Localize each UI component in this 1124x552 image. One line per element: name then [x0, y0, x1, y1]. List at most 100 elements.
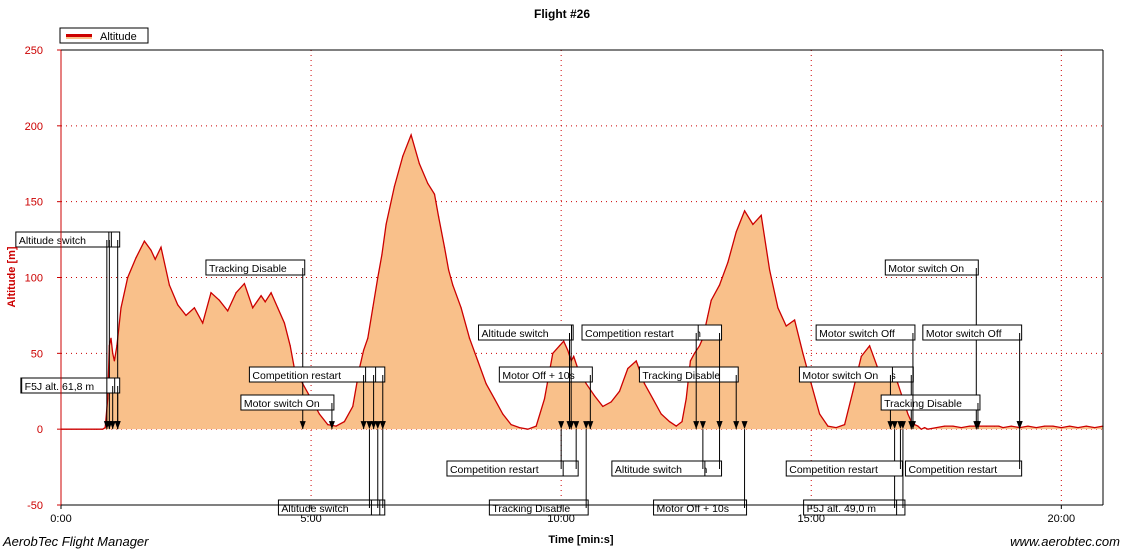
- annotation-arrow: [374, 421, 381, 430]
- altitude-point: [1027, 425, 1029, 427]
- altitude-point: [252, 307, 254, 309]
- altitude-point: [768, 269, 771, 271]
- annotation-box: [488, 499, 589, 516]
- altitude-point: [485, 383, 487, 385]
- annotation-box: [205, 259, 306, 276]
- annotation-callout: Motor Off + 10s: [653, 421, 748, 516]
- altitude-point: [418, 163, 421, 165]
- altitude-point: [468, 337, 471, 339]
- annotation-arrow: [114, 421, 121, 430]
- altitude-point: [381, 254, 383, 256]
- annotation-box: [248, 366, 367, 383]
- annotation-arrow: [360, 421, 367, 430]
- annotation-box: [240, 394, 335, 411]
- altitude-point: [777, 307, 779, 309]
- annotation-callout: Motor switch On: [17, 231, 113, 430]
- chart-title: Flight #26: [534, 7, 590, 21]
- altitude-point: [502, 413, 504, 415]
- altitude-point: [897, 383, 899, 385]
- altitude-point: [681, 420, 683, 423]
- y-axis-label: Altitude [m]: [6, 246, 18, 307]
- annotation-callout: Competition restart: [785, 421, 904, 477]
- altitude-point: [727, 261, 729, 263]
- altitude-point: [652, 398, 654, 400]
- annotation-callout: Motor switch On: [884, 259, 980, 430]
- legend-label-altitude: Altitude: [100, 31, 137, 43]
- website-link[interactable]: www.aerobtec.com: [1010, 534, 1120, 549]
- altitude-point: [372, 307, 374, 309]
- altitude-point: [110, 337, 112, 339]
- altitude-point: [543, 398, 546, 400]
- annotation-callout: Altitude switch: [611, 421, 706, 477]
- annotation-callout: F5J alt. 49,0 m: [803, 421, 898, 516]
- annotation-arrow: [379, 421, 386, 430]
- altitude-point: [393, 185, 396, 188]
- altitude-point: [127, 276, 129, 279]
- altitude-point: [185, 314, 187, 317]
- altitude-point: [277, 307, 279, 309]
- annotation-callout: Tracking Disable: [638, 366, 740, 430]
- annotation-label: F5J alt. 49,0 m: [807, 503, 877, 515]
- annotation-callout: Competition restart: [446, 421, 565, 477]
- altitude-point: [260, 295, 262, 297]
- y-tick-label: 50: [31, 348, 43, 360]
- altitude-point: [635, 360, 637, 362]
- annotation-arrow: [1016, 421, 1023, 430]
- annotation-callout: Altitude switch: [477, 324, 573, 430]
- altitude-point: [843, 424, 846, 426]
- annotation-arrow: [891, 421, 898, 430]
- altitude-point: [343, 420, 346, 423]
- altitude-point: [120, 307, 122, 309]
- altitude-point: [107, 398, 109, 400]
- altitude-point: [994, 425, 996, 427]
- altitude-point: [868, 345, 871, 347]
- altitude-point: [1002, 427, 1004, 429]
- altitude-point: [835, 427, 837, 429]
- altitude-point: [493, 398, 496, 400]
- x-tick-labels: 0:00 5:00 10:00 15:00 20:00: [50, 505, 1075, 525]
- y-tick-label: 100: [25, 273, 43, 285]
- altitude-point: [460, 307, 462, 309]
- y-tick-label: -50: [27, 500, 43, 512]
- altitude-point: [385, 223, 387, 226]
- y-tick-label: 250: [25, 45, 43, 57]
- altitude-point: [558, 345, 561, 347]
- x-tick-label: 10:00: [547, 513, 575, 525]
- altitude-point: [602, 405, 604, 408]
- altitude-point: [1094, 427, 1096, 429]
- altitude-point: [952, 425, 954, 427]
- x-axis-label: Time [min:s]: [548, 534, 614, 546]
- altitude-point: [362, 349, 365, 351]
- annotation-arrow: [909, 421, 916, 430]
- altitude-point: [924, 427, 926, 429]
- altitude-point: [427, 182, 429, 185]
- annotation-arrow: [733, 421, 740, 430]
- annotation-box: [638, 366, 739, 383]
- altitude-point: [102, 428, 104, 430]
- annotation-callout: Motor switch Off: [815, 324, 916, 430]
- altitude-point: [818, 413, 821, 415]
- annotation-arrow: [887, 421, 894, 430]
- altitude-fill: [61, 134, 1103, 430]
- altitude-point: [735, 231, 737, 233]
- altitude-point: [960, 427, 962, 429]
- altitude-point: [1060, 427, 1062, 429]
- altitude-point: [448, 269, 450, 271]
- altitude-point: [752, 223, 754, 226]
- altitude-point: [143, 240, 145, 242]
- altitude-point: [535, 425, 537, 427]
- altitude-point: [104, 427, 106, 429]
- altitude-point: [573, 355, 575, 357]
- altitude-point: [944, 425, 946, 427]
- altitude-point: [150, 249, 152, 251]
- altitude-point: [352, 405, 354, 408]
- altitude-point: [202, 322, 204, 324]
- grid-lines: [61, 50, 1103, 506]
- annotation-label: Altitude switch: [19, 235, 86, 247]
- altitude-point: [693, 352, 696, 354]
- altitude-point: [668, 420, 671, 423]
- annotation-box: [446, 460, 564, 477]
- annotation-callout: Altitude switch: [277, 421, 373, 516]
- altitude-point: [1077, 427, 1079, 429]
- annotation-label: Motor switch Off: [819, 328, 895, 340]
